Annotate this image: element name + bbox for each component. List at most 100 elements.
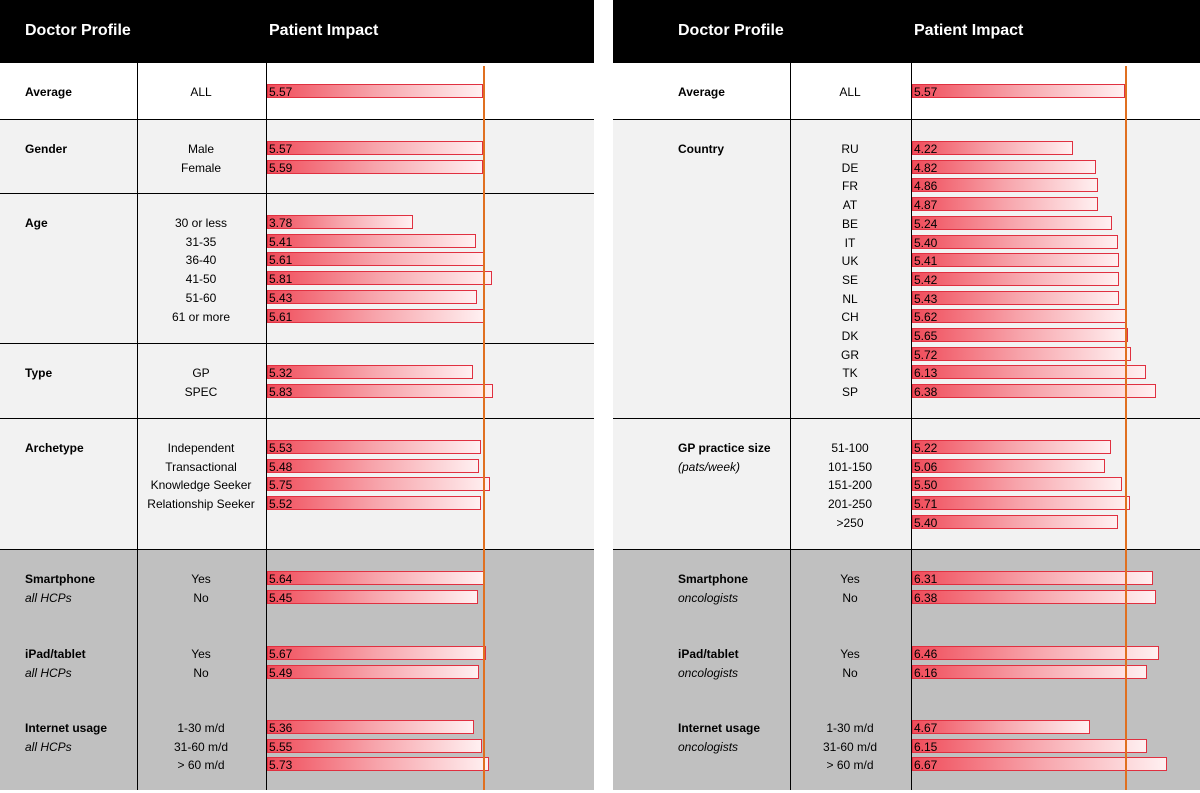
column-divider bbox=[790, 62, 791, 790]
category-label: 51-100 bbox=[831, 441, 869, 455]
category-label: No bbox=[193, 590, 209, 605]
group-name: Average bbox=[678, 85, 725, 99]
column-header-doctor-profile: Doctor Profile bbox=[678, 22, 784, 39]
data-label: 5.36 bbox=[269, 721, 293, 735]
bar-mark bbox=[912, 646, 1159, 660]
data-label: 5.57 bbox=[914, 85, 938, 99]
data-label: 5.24 bbox=[914, 216, 938, 231]
group-subtitle: all HCPs bbox=[25, 666, 72, 680]
category-label: AT bbox=[842, 198, 858, 213]
group-name: iPad/tablet bbox=[678, 647, 739, 661]
category-label: 61 or more bbox=[171, 309, 231, 324]
category-label: Male bbox=[187, 142, 214, 156]
group-subtitle: all HCPs bbox=[25, 740, 72, 754]
category-label: >250 bbox=[836, 515, 864, 530]
section-ipad-tablet bbox=[613, 624, 1200, 698]
group-name: Average bbox=[25, 85, 72, 99]
section-gender bbox=[0, 119, 594, 193]
section-smartphone bbox=[613, 549, 1200, 624]
data-label: 6.31 bbox=[914, 572, 938, 586]
data-label: 5.40 bbox=[914, 515, 938, 530]
section-smartphone bbox=[0, 549, 594, 624]
bar-mark bbox=[267, 477, 490, 492]
data-label: 5.50 bbox=[914, 478, 938, 493]
category-label: > 60 m/d bbox=[177, 758, 225, 773]
category-label: 31-35 bbox=[185, 234, 217, 249]
group-subtitle: (pats/week) bbox=[678, 460, 741, 474]
category-label: IT bbox=[844, 235, 856, 250]
data-label: 5.62 bbox=[914, 310, 938, 325]
data-label: 5.57 bbox=[269, 85, 293, 99]
group-label: Type bbox=[25, 366, 52, 380]
group-label: Smartphone oncologists bbox=[678, 572, 748, 605]
group-label: GP practice size (pats/week) bbox=[678, 441, 771, 474]
data-label: 5.32 bbox=[269, 366, 293, 380]
category-label: 151-200 bbox=[827, 478, 873, 493]
bar-mark bbox=[267, 159, 484, 174]
group-subtitle: all HCPs bbox=[25, 591, 72, 605]
category-label: Yes bbox=[191, 647, 211, 661]
bar-mark bbox=[267, 720, 475, 734]
data-label: 6.16 bbox=[914, 665, 938, 680]
bar-mark bbox=[267, 252, 485, 267]
data-label: 5.52 bbox=[269, 497, 293, 512]
group-label: Age bbox=[25, 216, 48, 230]
data-label: 5.61 bbox=[269, 253, 293, 268]
bar-mark bbox=[912, 589, 1156, 604]
bar-mark bbox=[912, 178, 1098, 193]
section-ipad-tablet bbox=[0, 624, 594, 698]
data-label: 6.13 bbox=[914, 366, 938, 381]
bar-mark bbox=[267, 664, 480, 679]
category-label: 31-60 m/d bbox=[822, 739, 878, 754]
bar-mark bbox=[267, 271, 492, 286]
bar-mark bbox=[912, 496, 1131, 511]
bar-mark bbox=[912, 309, 1127, 324]
bar-mark bbox=[912, 159, 1097, 174]
bar-mark bbox=[267, 141, 483, 155]
bar-mark bbox=[267, 757, 489, 772]
bar-mark bbox=[912, 234, 1119, 249]
bar-mark bbox=[912, 477, 1123, 492]
bar-mark bbox=[267, 589, 478, 604]
category-label: No bbox=[193, 665, 209, 680]
bar-mark bbox=[912, 757, 1167, 772]
data-label: 5.49 bbox=[269, 665, 293, 680]
group-subtitle: oncologists bbox=[678, 666, 739, 680]
data-label: 5.40 bbox=[914, 235, 938, 250]
data-label: 5.42 bbox=[914, 272, 938, 287]
category-label: BE bbox=[841, 216, 858, 231]
bar-mark bbox=[912, 664, 1148, 679]
category-label: Independent bbox=[167, 441, 235, 455]
data-label: 5.57 bbox=[269, 142, 293, 156]
data-label: 6.15 bbox=[914, 739, 938, 754]
bar-mark bbox=[912, 458, 1106, 473]
bar-mark bbox=[912, 346, 1131, 361]
data-label: 4.22 bbox=[914, 142, 938, 156]
data-label: 4.82 bbox=[914, 160, 938, 175]
group-label: Country bbox=[678, 142, 724, 156]
category-label: SE bbox=[841, 272, 858, 287]
bar-mark bbox=[912, 440, 1112, 454]
average-reference-line bbox=[482, 66, 485, 790]
chart-panel-2: Doctor Profile Patient Impact Average ALL 5.… bbox=[613, 0, 1200, 793]
category-label: DK bbox=[841, 329, 859, 343]
bar-mark bbox=[267, 84, 483, 98]
bar-mark bbox=[267, 233, 477, 248]
category-label: 30 or less bbox=[174, 216, 228, 230]
average-reference-line bbox=[1124, 66, 1127, 790]
category-label: NL bbox=[842, 291, 858, 306]
bar-mark bbox=[912, 141, 1074, 155]
group-label: Internet usage all HCPs bbox=[25, 721, 107, 754]
bar-mark bbox=[267, 496, 481, 511]
group-subtitle: oncologists bbox=[678, 591, 739, 605]
bar-mark bbox=[912, 197, 1099, 212]
group-label: Smartphone all HCPs bbox=[25, 572, 95, 605]
category-label: Relationship Seeker bbox=[147, 497, 255, 512]
category-label: 1-30 m/d bbox=[177, 721, 225, 735]
group-label: Average bbox=[678, 85, 725, 99]
group-label: Average bbox=[25, 85, 72, 99]
category-label: 101-150 bbox=[827, 459, 873, 474]
chart-panel-1: Doctor Profile Patient Impact Average ALL 5.… bbox=[0, 0, 594, 793]
bar-mark bbox=[912, 290, 1120, 305]
group-name: Internet usage bbox=[678, 721, 761, 735]
